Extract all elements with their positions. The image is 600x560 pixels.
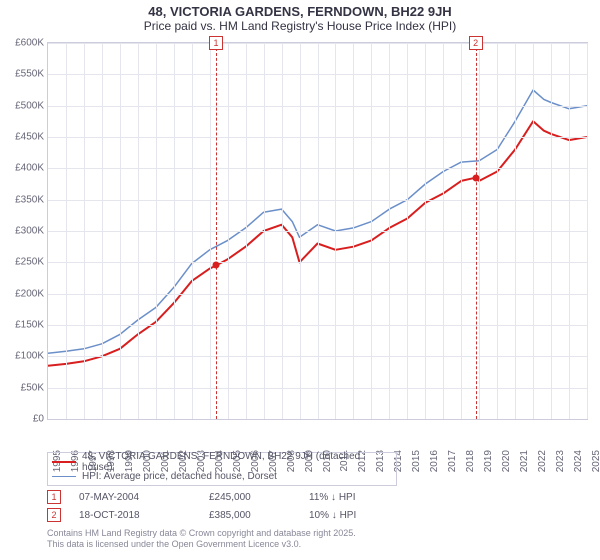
data-attribution: Contains HM Land Registry data © Crown c… (47, 528, 356, 550)
x-tick-label: 2018 (465, 450, 476, 472)
legend-swatch (52, 461, 76, 463)
x-tick-label: 2020 (501, 450, 512, 472)
sale-point (212, 262, 219, 269)
x-tick-label: 2021 (519, 450, 530, 472)
event-change: 10% ↓ HPI (309, 510, 459, 521)
y-tick-label: £200K (0, 288, 44, 299)
event-date: 18-OCT-2018 (79, 510, 209, 521)
x-tick-label: 2022 (537, 450, 548, 472)
chart-subtitle: Price paid vs. HM Land Registry's House … (0, 19, 600, 33)
y-tick-label: £500K (0, 100, 44, 111)
y-tick-label: £450K (0, 132, 44, 143)
legend-swatch (52, 476, 76, 477)
event-row: 1 07-MAY-2004£245,00011% ↓ HPI (47, 488, 459, 506)
y-tick-label: £550K (0, 69, 44, 80)
event-number: 1 (47, 490, 61, 504)
x-tick-label: 2016 (429, 450, 440, 472)
event-price: £245,000 (209, 492, 309, 503)
x-tick-label: 2025 (591, 450, 600, 472)
event-marker: 2 (469, 36, 483, 50)
legend: 48, VICTORIA GARDENS, FERNDOWN, BH22 9JH… (47, 452, 397, 486)
event-number: 2 (47, 508, 61, 522)
footer-line-2: This data is licensed under the Open Gov… (47, 539, 356, 550)
legend-label: HPI: Average price, detached house, Dors… (82, 471, 277, 482)
y-tick-label: £50K (0, 382, 44, 393)
sale-point (472, 174, 479, 181)
event-price: £385,000 (209, 510, 309, 521)
event-marker: 1 (209, 36, 223, 50)
chart-container: 48, VICTORIA GARDENS, FERNDOWN, BH22 9JH… (0, 0, 600, 560)
chart-title: 48, VICTORIA GARDENS, FERNDOWN, BH22 9JH (0, 4, 600, 19)
x-tick-label: 2017 (447, 450, 458, 472)
y-tick-label: £400K (0, 163, 44, 174)
event-change: 11% ↓ HPI (309, 492, 459, 503)
x-tick-label: 2015 (411, 450, 422, 472)
event-date: 07-MAY-2004 (79, 492, 209, 503)
x-tick-label: 2023 (555, 450, 566, 472)
y-tick-label: £100K (0, 351, 44, 362)
x-tick-label: 2024 (573, 450, 584, 472)
plot-area: 12 (47, 42, 588, 420)
footer-line-1: Contains HM Land Registry data © Crown c… (47, 528, 356, 539)
y-tick-label: £600K (0, 38, 44, 49)
y-tick-label: £0 (0, 414, 44, 425)
y-tick-label: £150K (0, 320, 44, 331)
event-table: 1 07-MAY-2004£245,00011% ↓ HPI 2 18-OCT-201… (47, 488, 459, 524)
x-tick-label: 2019 (483, 450, 494, 472)
y-tick-label: £300K (0, 226, 44, 237)
y-tick-label: £350K (0, 194, 44, 205)
y-tick-label: £250K (0, 257, 44, 268)
event-row: 2 18-OCT-2018£385,00010% ↓ HPI (47, 506, 459, 524)
legend-row: 48, VICTORIA GARDENS, FERNDOWN, BH22 9JH… (52, 455, 392, 469)
title-block: 48, VICTORIA GARDENS, FERNDOWN, BH22 9JH… (0, 0, 600, 35)
